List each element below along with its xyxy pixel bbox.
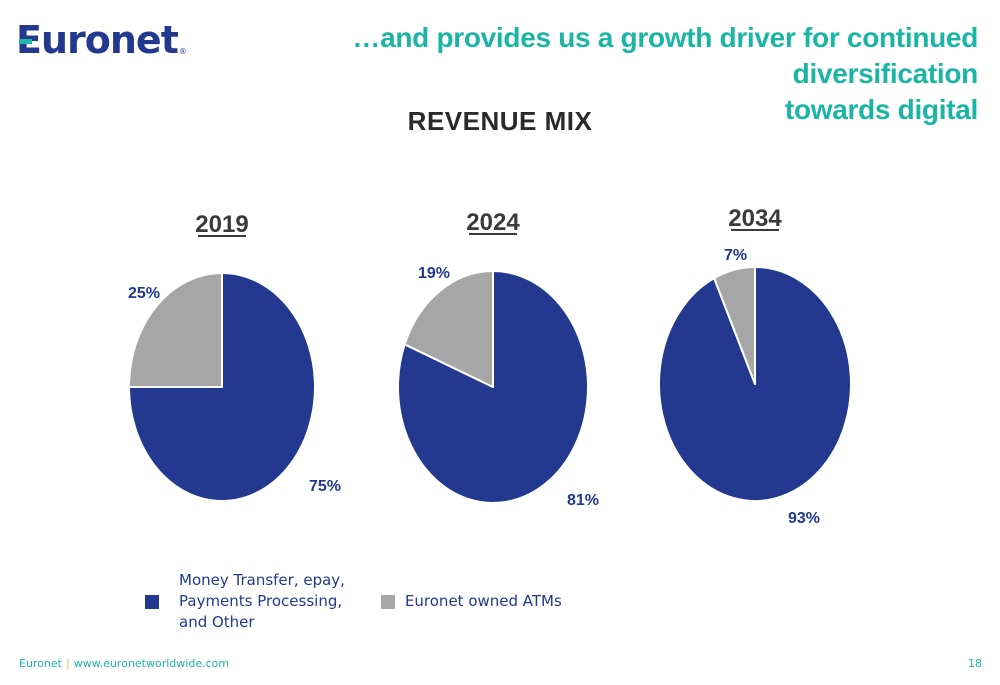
legend-label-atms: Euronet owned ATMs bbox=[405, 591, 562, 612]
pie-label-2024-atms: 19% bbox=[418, 265, 450, 282]
legend-line: Euronet owned ATMs bbox=[404, 592, 562, 610]
headline-line-2: towards digital bbox=[784, 94, 978, 125]
pie-slice-2024-atms bbox=[403, 270, 494, 388]
chart-title: REVENUE MIX bbox=[407, 106, 593, 136]
pie-slice-2019-money-transfer bbox=[128, 272, 316, 502]
legend-swatch-gray bbox=[380, 594, 395, 609]
euronet-logo: Euronet ® bbox=[16, 20, 187, 60]
pie-label-2019-money-transfer: 75% bbox=[309, 478, 341, 495]
logo-e-glyph: E bbox=[16, 20, 42, 60]
legend-line: Money Transfer, epay, bbox=[179, 571, 345, 589]
registered-mark: ® bbox=[178, 47, 187, 56]
legend-swatch-blue bbox=[145, 594, 159, 609]
pie-label-2024-money-transfer: 81% bbox=[567, 492, 599, 509]
pie-title-2019: 2019 bbox=[195, 211, 248, 238]
footer-website-link[interactable]: www.euronetworldwide.com bbox=[73, 657, 230, 670]
headline: …and provides us a growth driver for con… bbox=[218, 20, 978, 128]
footer: Euronet | www.euronetworldwide.com bbox=[19, 657, 229, 670]
footer-company: Euronet bbox=[19, 657, 62, 670]
pie-label-2034-atms: 7% bbox=[724, 247, 747, 264]
pie-label-2019-atms: 25% bbox=[128, 285, 160, 302]
logo-teal-bar bbox=[19, 39, 32, 44]
logo-rest: uronet bbox=[40, 18, 179, 62]
legend-line: and Other bbox=[179, 613, 255, 631]
footer-separator: | bbox=[66, 657, 70, 670]
headline-line-1: …and provides us a growth driver for con… bbox=[352, 22, 978, 89]
page-number: 18 bbox=[968, 657, 982, 670]
legend-line: Payments Processing, bbox=[179, 592, 343, 610]
logo-wordmark: Euronet bbox=[16, 18, 179, 62]
pie-title-2024: 2024 bbox=[466, 209, 520, 236]
legend-item-money-transfer: Money Transfer, epay, Payments Processin… bbox=[145, 570, 345, 633]
legend: Money Transfer, epay, Payments Processin… bbox=[145, 570, 562, 633]
legend-label-money-transfer: Money Transfer, epay, Payments Processin… bbox=[179, 570, 345, 633]
pie-title-2034: 2034 bbox=[728, 205, 782, 232]
pie-label-2034-money-transfer: 93% bbox=[788, 510, 820, 527]
pie-slice-2034-atms bbox=[713, 266, 756, 385]
pie-slice-2019-atms bbox=[128, 272, 223, 388]
pie-slice-2024-money-transfer bbox=[397, 270, 589, 504]
legend-item-atms: Euronet owned ATMs bbox=[380, 591, 562, 612]
